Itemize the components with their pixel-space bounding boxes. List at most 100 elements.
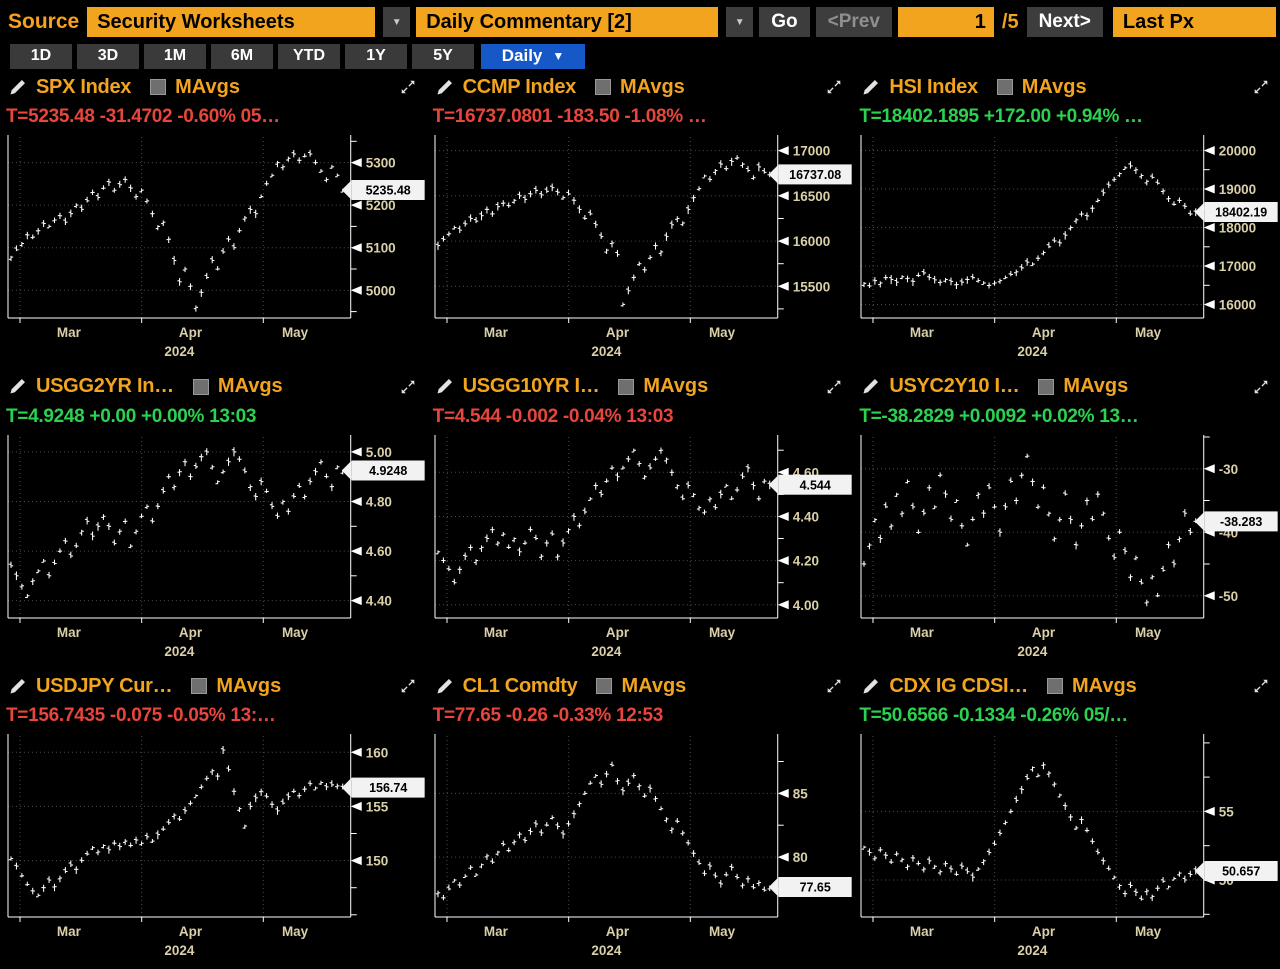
- mavgs-label[interactable]: MAvgs: [621, 674, 687, 697]
- price-chart[interactable]: 5.00 4.80 4.60 4.40 4.9248 Mar Apr May 2024: [0, 432, 427, 666]
- edit-pencil-icon[interactable]: [435, 78, 454, 97]
- page-number-input[interactable]: 1: [897, 7, 994, 37]
- svg-text:Apr: Apr: [606, 625, 630, 640]
- go-button[interactable]: Go: [759, 7, 810, 37]
- svg-text:Mar: Mar: [57, 924, 82, 939]
- ticker-label[interactable]: USDJPY Cur…: [36, 674, 173, 697]
- expand-icon[interactable]: [1252, 78, 1270, 96]
- period-button-1d[interactable]: 1D: [10, 43, 72, 69]
- svg-text:16737.08: 16737.08: [789, 168, 841, 182]
- mavgs-label[interactable]: MAvgs: [1063, 375, 1129, 398]
- svg-text:Mar: Mar: [57, 325, 82, 340]
- price-chart[interactable]: 20000 19000 18000 17000 16000 18402.19 Mar Apr M…: [853, 132, 1280, 366]
- page-total-label: /5: [1001, 10, 1019, 33]
- expand-icon[interactable]: [825, 78, 843, 96]
- ticker-label[interactable]: USGG10YR I…: [462, 375, 600, 398]
- ticker-label[interactable]: SPX Index: [36, 75, 132, 98]
- next-button[interactable]: Next>: [1026, 7, 1103, 37]
- mavgs-checkbox[interactable]: [1046, 678, 1063, 695]
- quote-line: T=5235.48 -31.4702 -0.60% 05…: [6, 106, 280, 127]
- ticker-label[interactable]: USGG2YR In…: [36, 375, 174, 398]
- svg-text:-38.283: -38.283: [1220, 515, 1262, 529]
- worksheet-dropdown-arrow[interactable]: ▼: [383, 7, 411, 37]
- svg-text:5235.48: 5235.48: [366, 184, 411, 198]
- svg-text:Mar: Mar: [484, 924, 509, 939]
- edit-pencil-icon[interactable]: [435, 677, 454, 696]
- mavgs-checkbox[interactable]: [150, 79, 167, 95]
- mavgs-label[interactable]: MAvgs: [643, 375, 709, 398]
- expand-icon[interactable]: [399, 677, 417, 695]
- mavgs-checkbox[interactable]: [1038, 378, 1055, 395]
- svg-text:2024: 2024: [164, 644, 194, 659]
- price-chart[interactable]: 85 80 77.65 Mar Apr May 2024: [427, 731, 854, 965]
- price-chart[interactable]: 160 155 150 156.74 Mar Apr May 2024: [0, 731, 427, 965]
- period-button-1y[interactable]: 1Y: [345, 43, 407, 69]
- mavgs-label[interactable]: MAvgs: [217, 375, 283, 398]
- edit-pencil-icon[interactable]: [8, 677, 27, 696]
- svg-text:55: 55: [1219, 805, 1234, 820]
- quote-line: T=18402.1895 +172.00 +0.94% …: [859, 106, 1143, 127]
- period-button-6m[interactable]: 6M: [211, 43, 273, 69]
- commentary-dropdown[interactable]: Daily Commentary [2]: [416, 7, 719, 37]
- period-button-5y[interactable]: 5Y: [412, 43, 474, 69]
- svg-text:20000: 20000: [1219, 143, 1256, 158]
- price-chart[interactable]: 5300 5200 5100 5000 5235.48 Mar Apr May 2024: [0, 132, 427, 366]
- expand-icon[interactable]: [399, 78, 417, 96]
- last-px-dropdown[interactable]: Last Px: [1112, 7, 1276, 37]
- mavgs-checkbox[interactable]: [996, 79, 1013, 95]
- mavgs-label[interactable]: MAvgs: [216, 674, 282, 697]
- prev-button[interactable]: <Prev: [815, 7, 892, 37]
- expand-icon[interactable]: [1252, 378, 1270, 396]
- mavgs-checkbox[interactable]: [596, 678, 613, 695]
- svg-text:Apr: Apr: [606, 924, 630, 939]
- ticker-label[interactable]: USYC2Y10 I…: [889, 375, 1020, 398]
- mavgs-checkbox[interactable]: [192, 378, 209, 395]
- expand-icon[interactable]: [825, 378, 843, 396]
- svg-text:18000: 18000: [1219, 220, 1256, 235]
- worksheet-dropdown[interactable]: Security Worksheets: [87, 7, 376, 37]
- ticker-label[interactable]: HSI Index: [889, 75, 978, 98]
- svg-text:2024: 2024: [1018, 344, 1048, 359]
- svg-text:85: 85: [792, 787, 807, 802]
- quote-line: T=-38.2829 +0.0092 +0.02% 13…: [859, 405, 1139, 427]
- svg-text:2024: 2024: [591, 644, 621, 659]
- ticker-label[interactable]: CDX IG CDSI…: [889, 674, 1028, 697]
- mavgs-checkbox[interactable]: [594, 79, 611, 95]
- frequency-dropdown[interactable]: Daily ▼: [481, 43, 585, 69]
- edit-pencil-icon[interactable]: [435, 377, 454, 396]
- mavgs-checkbox[interactable]: [618, 378, 635, 395]
- edit-pencil-icon[interactable]: [8, 78, 27, 97]
- mavgs-label[interactable]: MAvgs: [175, 75, 240, 98]
- expand-icon[interactable]: [825, 677, 843, 695]
- chart-panel-7: CL1 Comdty MAvgs T=77.65 -0.26 -0.33% 12…: [427, 669, 854, 969]
- mavgs-label[interactable]: MAvgs: [1071, 674, 1137, 697]
- mavgs-label[interactable]: MAvgs: [1021, 75, 1087, 98]
- edit-pencil-icon[interactable]: [861, 78, 880, 97]
- mavgs-label[interactable]: MAvgs: [619, 75, 685, 98]
- edit-pencil-icon[interactable]: [861, 677, 880, 696]
- period-button-1m[interactable]: 1M: [144, 43, 206, 69]
- svg-text:2024: 2024: [591, 344, 621, 359]
- ticker-label[interactable]: CCMP Index: [462, 75, 577, 98]
- svg-text:18402.19: 18402.19: [1215, 206, 1267, 220]
- period-button-3d[interactable]: 3D: [77, 43, 139, 69]
- svg-text:Mar: Mar: [484, 625, 509, 640]
- svg-text:Apr: Apr: [1032, 625, 1056, 640]
- svg-text:Mar: Mar: [484, 325, 509, 340]
- charts-grid: SPX Index MAvgs T=5235.48 -31.4702 -0.60…: [0, 70, 1280, 969]
- price-chart[interactable]: 17000 16500 16000 15500 16737.08 Mar Apr May 202…: [427, 132, 854, 366]
- commentary-dropdown-arrow[interactable]: ▼: [726, 7, 754, 37]
- expand-icon[interactable]: [1252, 677, 1270, 695]
- edit-pencil-icon[interactable]: [8, 377, 27, 396]
- period-button-ytd[interactable]: YTD: [278, 43, 340, 69]
- svg-text:2024: 2024: [1018, 644, 1048, 659]
- expand-icon[interactable]: [399, 378, 417, 396]
- chart-panel-5: USYC2Y10 I… MAvgs T=-38.2829 +0.0092 +0.…: [853, 370, 1280, 670]
- edit-pencil-icon[interactable]: [861, 377, 880, 396]
- ticker-label[interactable]: CL1 Comdty: [462, 674, 578, 697]
- mavgs-checkbox[interactable]: [191, 678, 208, 695]
- svg-text:19000: 19000: [1219, 182, 1256, 197]
